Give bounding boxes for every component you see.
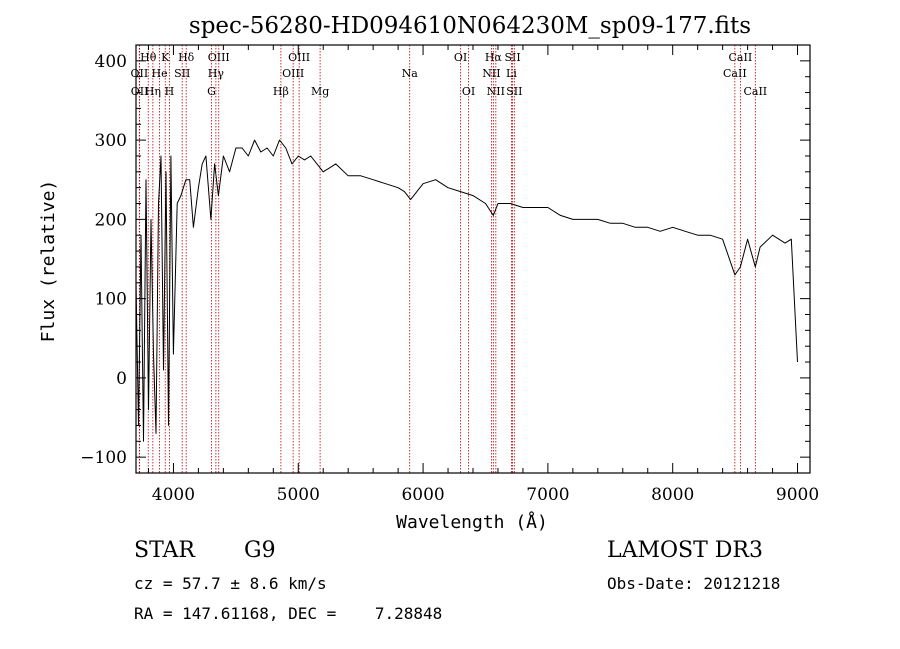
line-marker-label: CaII xyxy=(729,51,753,64)
y-tick-label: 100 xyxy=(95,290,127,310)
y-tick-label: −100 xyxy=(80,448,127,468)
x-tick-label: 8000 xyxy=(651,485,694,505)
object-subclass: G9 xyxy=(244,538,276,563)
x-tick-label: 4000 xyxy=(152,485,195,505)
line-marker-label: NII xyxy=(487,85,505,98)
line-marker-label: OIII xyxy=(288,51,310,64)
line-marker-label: Hη xyxy=(145,85,161,98)
line-marker-label: OIII xyxy=(208,51,230,64)
x-tick-label: 6000 xyxy=(401,485,444,505)
line-marker-label: SII xyxy=(504,51,520,64)
y-tick-label: 300 xyxy=(95,131,127,151)
y-tick-label: 0 xyxy=(116,369,127,389)
coordinates: RA = 147.61168, DEC = 7.28848 xyxy=(134,604,443,623)
line-marker-label: SII xyxy=(174,67,190,80)
line-marker-label: Li xyxy=(506,67,517,80)
line-marker-label: Hα xyxy=(485,51,503,64)
line-marker-label: G xyxy=(207,85,216,98)
line-marker-label: Na xyxy=(402,67,419,80)
line-marker-label: OI xyxy=(454,51,467,64)
x-tick-label: 9000 xyxy=(776,485,819,505)
line-marker-label: OII xyxy=(131,85,149,98)
line-marker-label: SII xyxy=(506,85,522,98)
x-axis-label: Wavelength (Å) xyxy=(396,511,548,533)
redshift-cz: cz = 57.7 ± 8.6 km/s xyxy=(134,574,327,593)
x-tick-label: 5000 xyxy=(277,485,320,505)
y-tick-label: 200 xyxy=(95,210,127,230)
x-tick-label: 7000 xyxy=(526,485,569,505)
line-marker-label: CaII xyxy=(723,67,747,80)
line-marker-label: K xyxy=(161,51,170,64)
line-marker-label: Hθ xyxy=(140,51,157,64)
object-class: STAR xyxy=(134,538,195,563)
chart-title: spec-56280-HD094610N064230M_sp09-177.fit… xyxy=(189,13,751,39)
line-marker-label: Hγ xyxy=(208,67,225,80)
y-tick-label: 400 xyxy=(95,52,127,72)
line-marker-label: He xyxy=(152,67,168,80)
line-marker-label: Mg xyxy=(311,85,329,98)
line-marker-label: H xyxy=(165,85,175,98)
line-marker-label: Hδ xyxy=(178,51,195,64)
line-marker-label: OIII xyxy=(282,67,304,80)
line-marker-label: Hβ xyxy=(273,85,289,98)
line-marker-label: NII xyxy=(482,67,500,80)
line-marker-label: OI xyxy=(462,85,475,98)
line-marker-label: CaII xyxy=(743,85,767,98)
survey-label: LAMOST DR3 xyxy=(607,538,763,563)
plot-frame xyxy=(135,44,811,474)
spectrum-line xyxy=(135,139,798,442)
observation-date: Obs-Date: 20121218 xyxy=(607,574,781,593)
y-axis-label: Flux (relative) xyxy=(38,180,59,343)
